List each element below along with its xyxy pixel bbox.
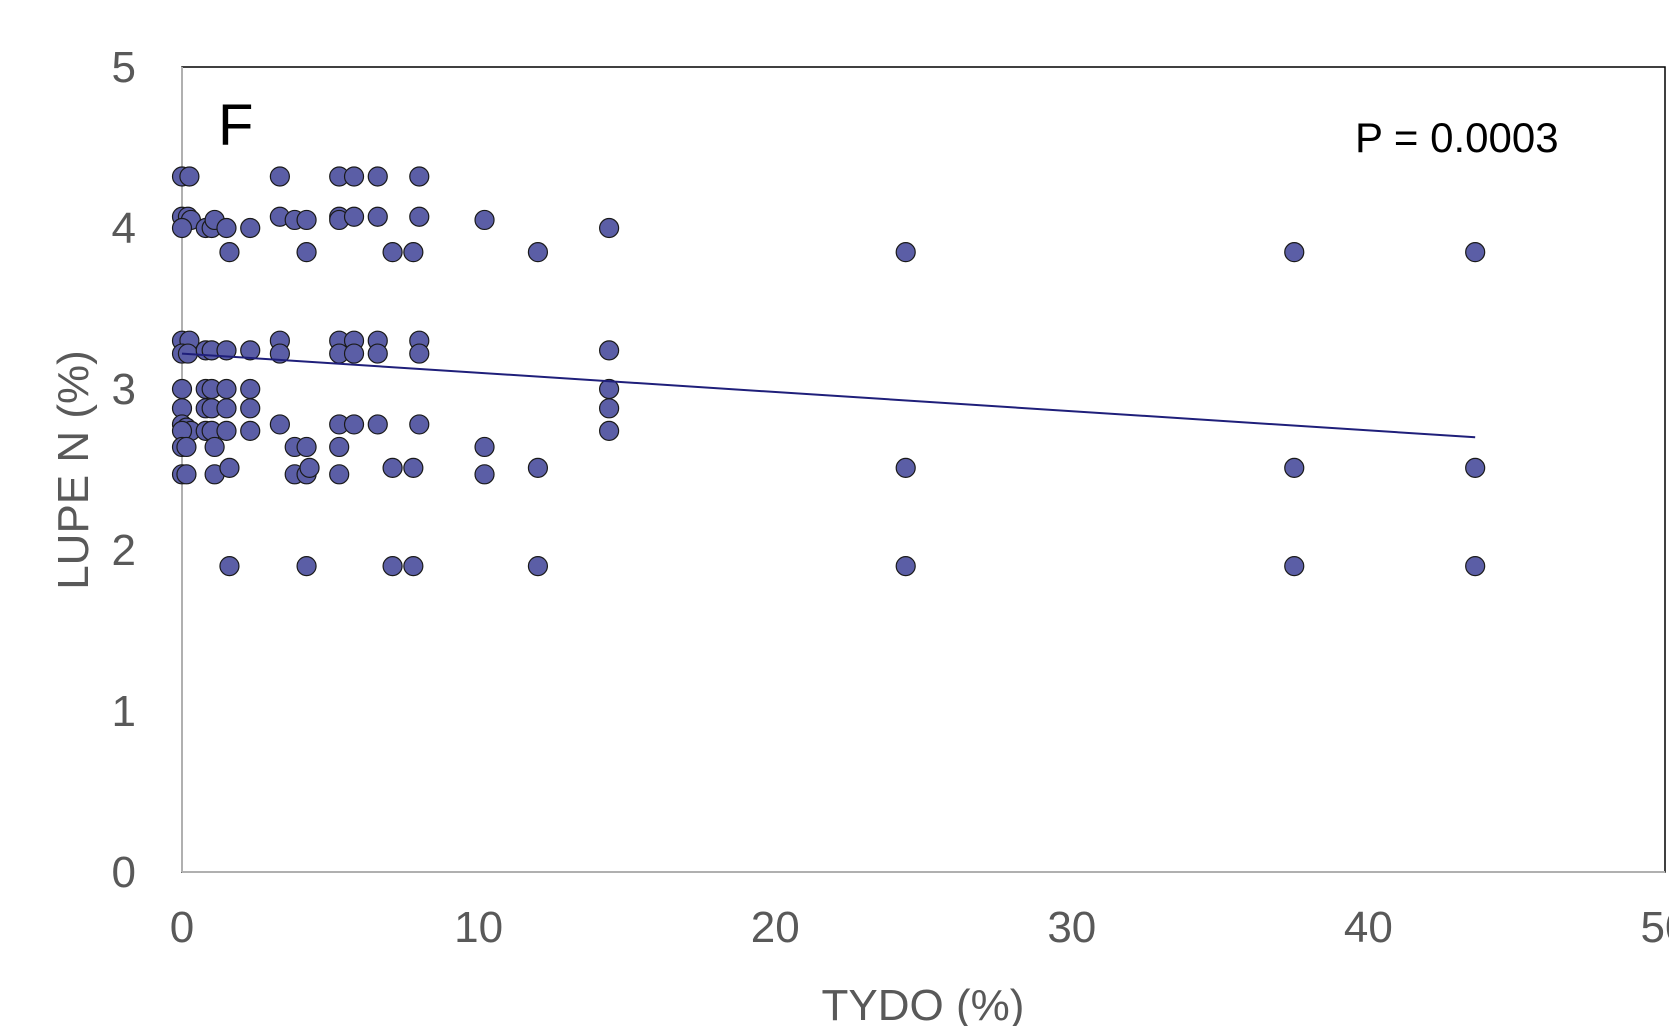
data-point: [216, 340, 237, 361]
x-tick-label: 50: [1641, 903, 1669, 952]
data-point: [409, 166, 430, 187]
data-point: [296, 242, 317, 263]
data-point: [343, 206, 365, 227]
data-point: [367, 166, 388, 187]
data-point: [599, 340, 620, 361]
x-tick-label: 30: [1047, 903, 1096, 952]
data-point: [216, 217, 237, 239]
data-point: [1465, 242, 1486, 263]
data-point: [240, 420, 261, 441]
data-point: [240, 340, 261, 361]
p-value-annotation: P = 0.0003: [1355, 114, 1559, 161]
y-tick-labels: 0 1 2 3 4 5: [112, 43, 136, 897]
data-point: [895, 242, 916, 263]
data-point: [599, 217, 620, 239]
data-point: [1284, 457, 1305, 478]
x-axis-title: TYDO (%): [822, 981, 1025, 1026]
x-tick-label: 40: [1344, 903, 1393, 952]
data-point: [179, 166, 200, 187]
data-point: [216, 398, 237, 419]
data-point: [367, 206, 388, 227]
data-point: [240, 217, 261, 239]
data-point: [219, 457, 240, 478]
data-point: [296, 209, 317, 231]
data-point: [343, 414, 365, 435]
data-point: [219, 555, 240, 577]
data-point: [599, 398, 620, 419]
data-point: [527, 555, 549, 577]
data-point: [216, 378, 237, 400]
data-point: [1284, 242, 1305, 263]
data-point: [382, 555, 403, 577]
y-tick-label: 1: [112, 687, 136, 736]
data-point: [299, 457, 320, 478]
data-point: [474, 209, 495, 231]
y-tick-label: 4: [112, 204, 136, 253]
data-point: [382, 457, 403, 478]
data-point: [409, 206, 430, 227]
data-point: [527, 242, 549, 263]
data-point: [403, 457, 424, 478]
data-points: [171, 166, 1486, 577]
data-point: [343, 343, 365, 364]
data-point: [367, 343, 388, 364]
data-point: [382, 242, 403, 263]
data-point: [240, 398, 261, 419]
y-tick-label: 2: [112, 526, 136, 575]
data-point: [343, 166, 365, 187]
panel-label: F: [218, 93, 253, 158]
data-point: [269, 166, 290, 187]
x-tick-label: 20: [751, 903, 800, 952]
y-tick-label: 3: [112, 365, 136, 414]
data-point: [269, 414, 290, 435]
data-point: [409, 414, 430, 435]
data-point: [296, 555, 317, 577]
data-point: [474, 464, 495, 485]
data-point: [204, 436, 225, 458]
plot-area: [181, 66, 1666, 873]
x-tick-label: 0: [170, 903, 194, 952]
x-tick-labels: 0 10 20 30 40 50: [170, 903, 1669, 952]
trend-line: [181, 352, 1476, 439]
data-point: [1465, 457, 1486, 478]
y-axis-title: LUPE N (%): [49, 350, 98, 590]
data-point: [171, 378, 193, 400]
data-point: [895, 457, 916, 478]
data-point: [296, 436, 317, 458]
data-point: [895, 555, 916, 577]
data-point: [269, 343, 290, 364]
y-tick-label: 0: [112, 848, 136, 897]
data-point: [1284, 555, 1305, 577]
data-point: [240, 378, 261, 400]
data-point: [403, 555, 424, 577]
x-tick-label: 10: [454, 903, 503, 952]
data-point: [219, 242, 240, 263]
y-tick-label: 5: [112, 43, 136, 92]
data-point: [329, 436, 350, 458]
data-point: [599, 420, 620, 441]
data-point: [527, 457, 549, 478]
data-point: [474, 436, 495, 458]
data-point: [1465, 555, 1486, 577]
data-point: [409, 343, 430, 364]
data-point: [403, 242, 424, 263]
data-point: [367, 414, 388, 435]
data-point: [329, 464, 350, 485]
data-point: [171, 217, 193, 239]
data-point: [176, 464, 197, 485]
data-point: [216, 420, 237, 441]
data-point: [176, 436, 197, 458]
